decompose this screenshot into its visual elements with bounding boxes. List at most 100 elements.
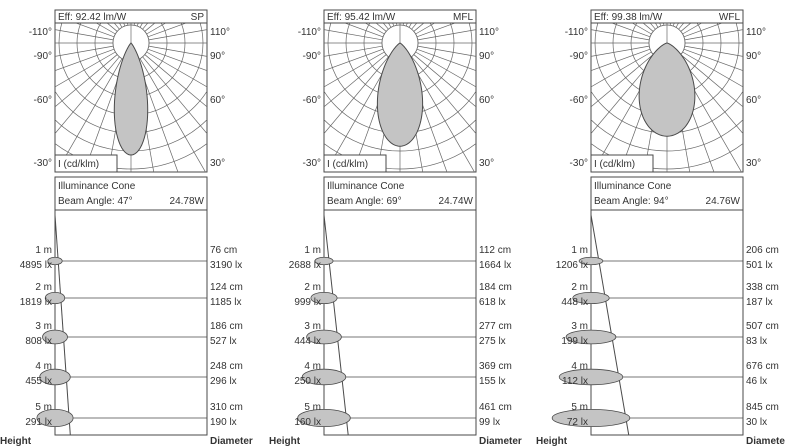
height-label: 1 m bbox=[571, 245, 588, 256]
lux-ellipse bbox=[572, 291, 610, 305]
center-lux-label: 448 lx bbox=[561, 297, 588, 308]
polar-spoke bbox=[591, 45, 650, 57]
edge-lux-label: 190 lx bbox=[210, 417, 237, 428]
edge-lux-label: 275 lx bbox=[479, 336, 506, 347]
height-label: 5 m bbox=[35, 402, 52, 413]
angle-label-left: -110° bbox=[29, 27, 52, 38]
angle-label-right: 110° bbox=[746, 27, 766, 38]
diameter-label: 845 cm bbox=[746, 402, 779, 413]
center-lux-label: 444 lx bbox=[294, 336, 321, 347]
polar-spoke bbox=[324, 54, 387, 108]
center-lux-label: 160 lx bbox=[294, 417, 321, 428]
lux-ellipse bbox=[42, 329, 68, 345]
polar-spoke bbox=[56, 58, 123, 172]
center-lux-label: 455 lx bbox=[25, 376, 52, 387]
polar-spoke bbox=[55, 29, 114, 41]
center-lux-label: 1819 lx bbox=[20, 297, 52, 308]
angle-label-left: -110° bbox=[298, 27, 321, 38]
beam-angle: Beam Angle: 47° bbox=[58, 196, 133, 207]
lux-ellipse bbox=[558, 368, 624, 386]
unit-label: I (cd/klm) bbox=[327, 159, 368, 170]
polar-header bbox=[590, 9, 744, 24]
edge-lux-label: 527 lx bbox=[210, 336, 237, 347]
polar-header bbox=[54, 9, 208, 24]
center-lux-label: 72 lx bbox=[567, 417, 588, 428]
edge-lux-label: 618 lx bbox=[479, 297, 506, 308]
cone-edge bbox=[590, 214, 630, 436]
angle-label-right: 90° bbox=[210, 51, 225, 62]
polar-spoke bbox=[148, 29, 207, 41]
angle-label-left: -90° bbox=[570, 51, 588, 62]
polar-spoke bbox=[416, 48, 476, 72]
angle-label-right: 90° bbox=[746, 51, 761, 62]
polar-spoke bbox=[55, 54, 118, 108]
polar-spoke bbox=[324, 56, 389, 135]
angle-label-right: 60° bbox=[210, 95, 225, 106]
diameter-label: 76 cm bbox=[210, 245, 237, 256]
diameter-label: 310 cm bbox=[210, 402, 243, 413]
center-lux-label: 250 lx bbox=[294, 376, 321, 387]
center-lux-label: 4895 lx bbox=[20, 260, 52, 271]
cone-frame bbox=[323, 176, 477, 436]
height-label: 1 m bbox=[35, 245, 52, 256]
edge-lux-label: 46 lx bbox=[746, 376, 767, 387]
height-label: 1 m bbox=[304, 245, 321, 256]
angle-label-left: -60° bbox=[570, 95, 588, 106]
diameter-label: 369 cm bbox=[479, 361, 512, 372]
intensity-curve bbox=[376, 42, 424, 147]
polar-spoke bbox=[591, 48, 651, 72]
polar-spoke bbox=[684, 45, 743, 57]
efficiency-label: Eff: 92.42 lm/W bbox=[58, 12, 127, 23]
height-axis-label: Height bbox=[269, 436, 301, 446]
polar-spoke bbox=[324, 51, 385, 88]
diameter-label: 206 cm bbox=[746, 245, 779, 256]
polar-spoke bbox=[684, 29, 743, 41]
angle-label-left: -30° bbox=[34, 158, 52, 169]
edge-lux-label: 30 lx bbox=[746, 417, 767, 428]
angle-label-left: -60° bbox=[34, 95, 52, 106]
diameter-label: 461 cm bbox=[479, 402, 512, 413]
lux-ellipse bbox=[551, 408, 631, 428]
center-lux-label: 199 lx bbox=[561, 336, 588, 347]
diameter-axis-label: Diameter bbox=[479, 436, 522, 446]
power-label: 24.78W bbox=[170, 196, 205, 207]
power-label: 24.74W bbox=[439, 196, 474, 207]
lux-ellipse bbox=[44, 291, 66, 305]
lux-ellipse bbox=[301, 368, 347, 386]
polar-spoke bbox=[678, 56, 743, 135]
polar-spoke bbox=[591, 51, 652, 88]
angle-label-left: -30° bbox=[570, 158, 588, 169]
polar-spoke bbox=[83, 59, 126, 172]
diameter-label: 248 cm bbox=[210, 361, 243, 372]
polar-spoke bbox=[147, 14, 207, 38]
cone-edge bbox=[54, 214, 71, 436]
lux-ellipse bbox=[36, 408, 74, 428]
polar-spoke bbox=[680, 54, 743, 108]
photometric-panel-mfl: Eff: 95.42 lm/W MFL I (cd/klm) -110° -90° -60… bbox=[269, 9, 522, 446]
polar-spoke bbox=[136, 59, 179, 172]
polar-spoke bbox=[591, 14, 651, 38]
polar-spoke bbox=[55, 14, 115, 38]
edge-lux-label: 187 lx bbox=[746, 297, 773, 308]
angle-label-right: 110° bbox=[210, 27, 230, 38]
center-lux-label: 999 lx bbox=[294, 297, 321, 308]
lux-ellipse bbox=[306, 329, 342, 345]
center-lux-label: 112 lx bbox=[562, 376, 588, 387]
power-label: 24.76W bbox=[706, 196, 741, 207]
lux-ellipse bbox=[578, 256, 604, 266]
angle-label-left: -110° bbox=[565, 27, 588, 38]
cone-frame bbox=[54, 176, 208, 436]
diameter-label: 277 cm bbox=[479, 321, 512, 332]
cone-title: Illuminance Cone bbox=[594, 181, 672, 192]
lux-ellipse bbox=[47, 256, 63, 266]
diameter-label: 184 cm bbox=[479, 282, 512, 293]
diameter-label: 124 cm bbox=[210, 282, 243, 293]
lux-ellipse bbox=[39, 368, 71, 386]
optic-name: MFL bbox=[453, 12, 473, 23]
intensity-curve bbox=[638, 42, 696, 137]
diameter-label: 676 cm bbox=[746, 361, 779, 372]
polar-spoke bbox=[146, 51, 207, 88]
polar-spoke bbox=[417, 29, 476, 41]
edge-lux-label: 83 lx bbox=[746, 336, 767, 347]
diameter-label: 338 cm bbox=[746, 282, 779, 293]
